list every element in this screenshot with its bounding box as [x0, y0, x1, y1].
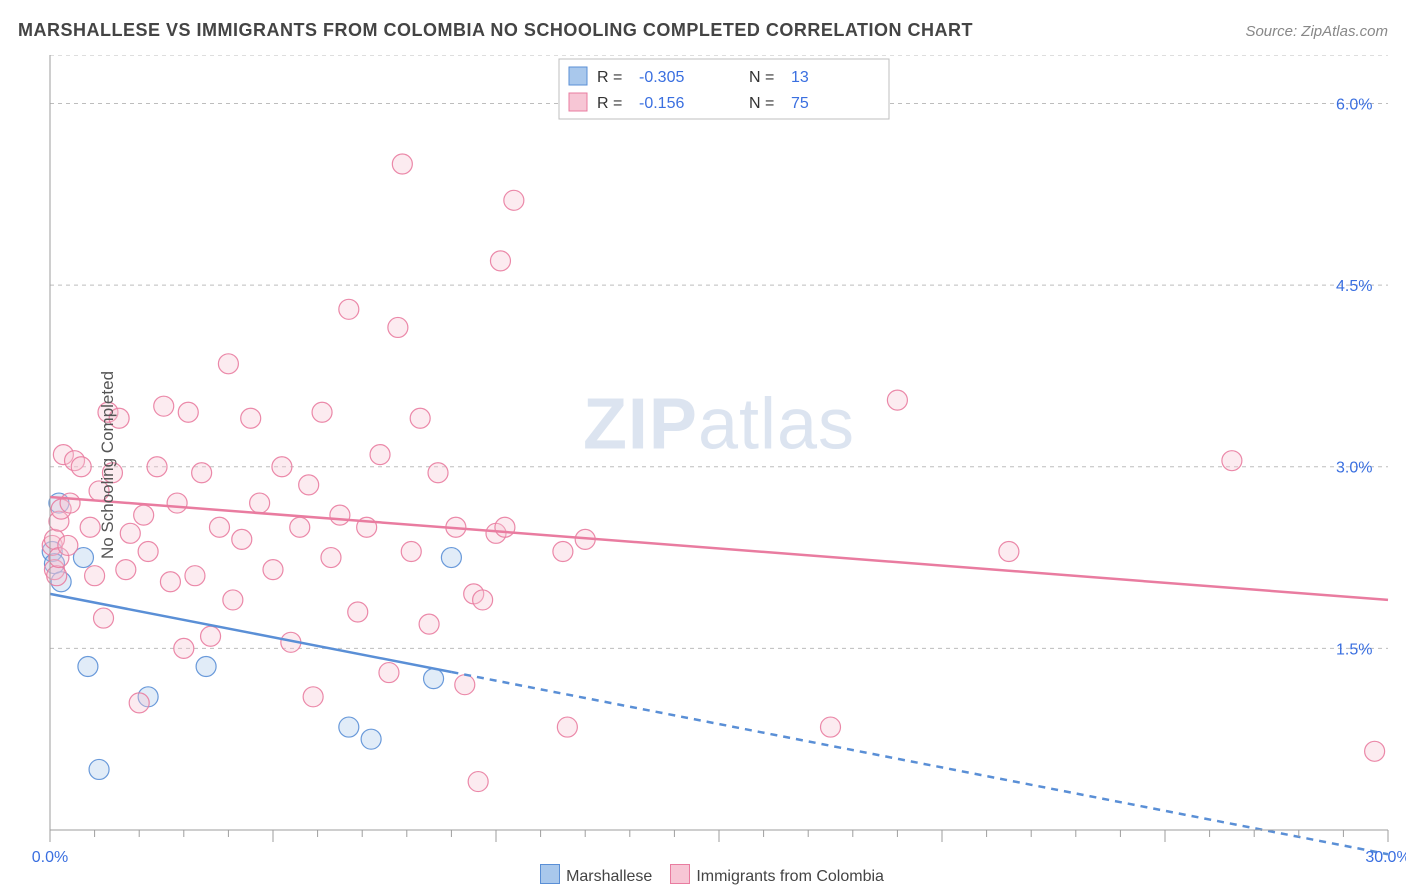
legend-swatch — [569, 93, 587, 111]
data-point — [392, 154, 412, 174]
data-point — [339, 717, 359, 737]
data-point — [94, 608, 114, 628]
data-point — [495, 517, 515, 537]
data-point — [185, 566, 205, 586]
data-point — [78, 657, 98, 677]
legend-swatch — [569, 67, 587, 85]
legend-n-label: N = — [749, 95, 774, 112]
scatter-plot-svg: ZIPatlas1.5%3.0%4.5%6.0%0.0%30.0%R =-0.3… — [0, 55, 1406, 875]
trend-line — [50, 594, 451, 672]
data-point — [410, 408, 430, 428]
data-point — [455, 675, 475, 695]
data-point — [167, 493, 187, 513]
data-point — [419, 614, 439, 634]
trend-line — [50, 497, 1388, 600]
legend-r-label: R = — [597, 69, 622, 86]
data-point — [129, 693, 149, 713]
chart-header: MARSHALLESE VS IMMIGRANTS FROM COLOMBIA … — [18, 20, 1388, 41]
legend-n-value: 13 — [791, 69, 809, 86]
legend-n-value: 75 — [791, 95, 809, 112]
data-point — [174, 638, 194, 658]
chart-source: Source: ZipAtlas.com — [1245, 23, 1388, 40]
footer-legend: Marshallese Immigrants from Colombia — [0, 864, 1406, 886]
data-point — [71, 457, 91, 477]
data-point — [821, 717, 841, 737]
data-point — [330, 505, 350, 525]
data-point — [250, 493, 270, 513]
trend-line-extrapolated — [451, 672, 1388, 854]
chart-title: MARSHALLESE VS IMMIGRANTS FROM COLOMBIA … — [18, 20, 973, 41]
data-point — [553, 541, 573, 561]
data-point — [388, 317, 408, 337]
data-point — [1222, 451, 1242, 471]
data-point — [154, 396, 174, 416]
data-point — [473, 590, 493, 610]
y-tick-label: 3.0% — [1336, 460, 1372, 477]
data-point — [272, 457, 292, 477]
data-point — [263, 560, 283, 580]
data-point — [290, 517, 310, 537]
y-tick-label: 4.5% — [1336, 278, 1372, 295]
y-axis-label: No Schooling Completed — [98, 371, 118, 559]
data-point — [504, 190, 524, 210]
data-point — [89, 759, 109, 779]
data-point — [887, 390, 907, 410]
data-point — [299, 475, 319, 495]
data-point — [223, 590, 243, 610]
data-point — [348, 602, 368, 622]
data-point — [232, 529, 252, 549]
data-point — [361, 729, 381, 749]
data-point — [85, 566, 105, 586]
chart-area: No Schooling Completed ZIPatlas 1.5% 3.0% 4… — [0, 55, 1406, 875]
data-point — [303, 687, 323, 707]
data-point — [120, 523, 140, 543]
legend-r-label: R = — [597, 95, 622, 112]
data-point — [468, 772, 488, 792]
data-point — [999, 541, 1019, 561]
data-point — [192, 463, 212, 483]
data-point — [138, 541, 158, 561]
data-point — [428, 463, 448, 483]
watermark: ZIPatlas — [583, 385, 855, 465]
data-point — [58, 535, 78, 555]
legend-r-value: -0.305 — [639, 69, 684, 86]
data-point — [201, 626, 221, 646]
data-point — [196, 657, 216, 677]
legend-r-value: -0.156 — [639, 95, 684, 112]
y-tick-label: 1.5% — [1336, 641, 1372, 658]
data-point — [379, 663, 399, 683]
data-point — [312, 402, 332, 422]
data-point — [1365, 741, 1385, 761]
data-point — [441, 548, 461, 568]
data-point — [557, 717, 577, 737]
data-point — [370, 445, 390, 465]
legend-label: Marshallese — [566, 868, 652, 885]
data-point — [424, 669, 444, 689]
data-point — [178, 402, 198, 422]
data-point — [60, 493, 80, 513]
legend-swatch — [670, 864, 690, 884]
data-point — [321, 548, 341, 568]
data-point — [490, 251, 510, 271]
data-point — [209, 517, 229, 537]
data-point — [401, 541, 421, 561]
data-point — [134, 505, 154, 525]
y-tick-label: 6.0% — [1336, 96, 1372, 113]
data-point — [160, 572, 180, 592]
data-point — [116, 560, 136, 580]
legend-n-label: N = — [749, 69, 774, 86]
legend-swatch — [540, 864, 560, 884]
data-point — [218, 354, 238, 374]
data-point — [339, 299, 359, 319]
data-point — [147, 457, 167, 477]
data-point — [241, 408, 261, 428]
legend-label: Immigrants from Colombia — [696, 868, 884, 885]
